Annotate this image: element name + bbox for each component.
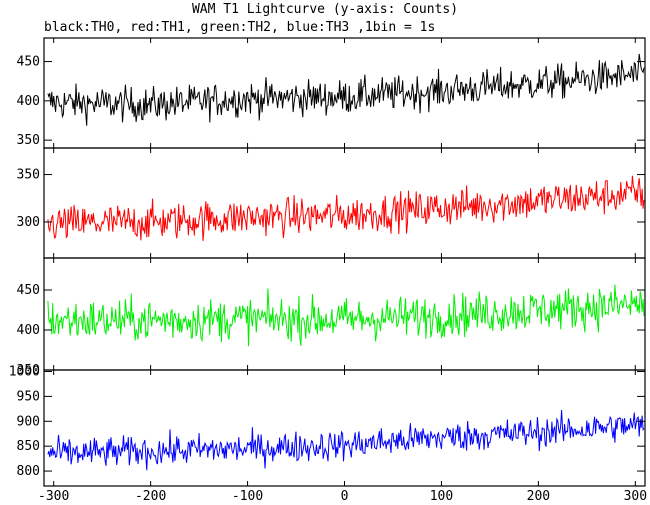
x-tick-label: -300 xyxy=(38,489,69,504)
y-tick-label-th1: 300 xyxy=(17,215,40,230)
series-line-th3 xyxy=(47,409,645,471)
series-line-th0 xyxy=(47,53,645,126)
y-tick-label-th3: 1000 xyxy=(9,364,40,379)
y-tick-label-th0: 450 xyxy=(17,55,40,70)
x-tick-label: 0 xyxy=(341,489,349,504)
chart-subtitle: black:TH0, red:TH1, green:TH2, blue:TH3 … xyxy=(44,20,436,35)
y-tick-label-th1: 350 xyxy=(17,168,40,183)
y-tick-label-th0: 400 xyxy=(17,94,40,109)
y-tick-label-th2: 400 xyxy=(17,323,40,338)
x-tick-label: -200 xyxy=(135,489,166,504)
y-tick-label-th3: 900 xyxy=(17,414,40,429)
y-tick-label-th2: 350 xyxy=(17,363,40,378)
y-tick-label-th3: 950 xyxy=(17,389,40,404)
y-tick-label-th3: 850 xyxy=(17,439,40,454)
panel-frame-th1 xyxy=(43,147,646,259)
x-tick-label: 200 xyxy=(527,489,550,504)
x-tick-label: -100 xyxy=(232,489,263,504)
y-tick-label-th2: 450 xyxy=(17,283,40,298)
chart-title: WAM T1 Lightcurve (y-axis: Counts) xyxy=(191,2,459,17)
x-tick-label: 100 xyxy=(430,489,453,504)
series-line-th2 xyxy=(47,284,645,347)
series-line-th1 xyxy=(47,175,645,241)
x-tick-label: 300 xyxy=(624,489,647,504)
y-tick-label-th3: 800 xyxy=(17,464,40,479)
y-tick-label-th0: 350 xyxy=(17,133,40,148)
